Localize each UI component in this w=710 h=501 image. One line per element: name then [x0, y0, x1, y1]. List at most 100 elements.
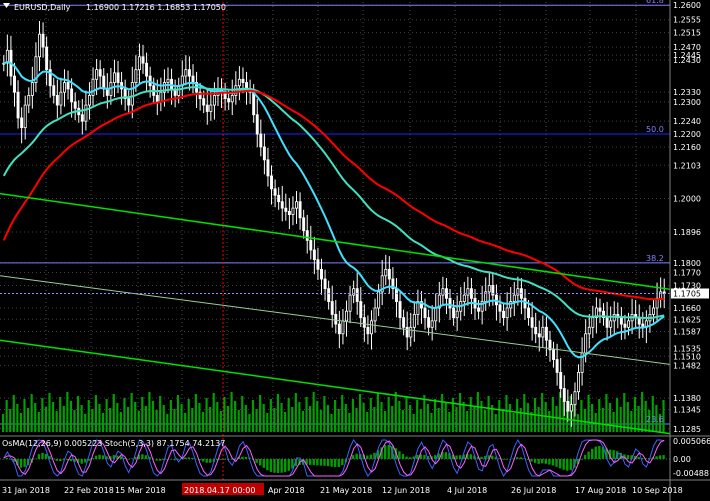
volume-bar [312, 392, 315, 432]
volume-bar [251, 400, 255, 432]
volume-bar [655, 405, 658, 432]
candle-body [20, 117, 24, 129]
price-tick-label: 1.1285 [673, 425, 701, 434]
osma-bar [198, 459, 201, 461]
volume-bar [12, 395, 15, 432]
candle-body [362, 317, 366, 328]
volume-bar [483, 410, 487, 432]
volume-bar [98, 404, 101, 432]
chart-menu-icon[interactable] [3, 3, 10, 8]
osma-bar [126, 459, 130, 460]
osma-bar [480, 456, 483, 459]
candle-body [155, 95, 159, 103]
volume-bar [658, 414, 662, 432]
price-tick-label: 1.2200 [673, 130, 701, 139]
price-tick-label: 1.1625 [673, 315, 701, 324]
osma-bar [587, 451, 590, 459]
osma-bar [548, 459, 551, 465]
candle-body [505, 307, 509, 319]
volume-bar [259, 395, 262, 432]
osma-bar [626, 455, 630, 459]
volume-bar [619, 407, 622, 432]
candle-body [270, 175, 273, 190]
price-tick-label: 1.2445 [673, 51, 701, 60]
candle-body [559, 372, 563, 389]
candle-body [5, 49, 9, 64]
volume-bar [330, 414, 333, 432]
price-tick-label: 1.2160 [673, 143, 701, 152]
volume-bar [423, 395, 426, 432]
osma-bar [633, 455, 637, 459]
osma-bar [84, 459, 87, 463]
volume-bar [262, 404, 265, 432]
candle-body [295, 201, 298, 209]
osma-bar [159, 459, 162, 461]
osma-bar [483, 456, 487, 459]
volume-bar [176, 395, 180, 432]
fibonacci-labels: 61.8 50.0 38.2 23.6 [646, 0, 664, 424]
osma-bar [387, 445, 390, 459]
candle-body [84, 104, 88, 122]
volume-bar [501, 409, 504, 432]
volume-bar [373, 407, 376, 432]
osma-bar [148, 456, 151, 459]
price-tick-label: 1.1535 [673, 344, 701, 353]
price-tick-label: 1.1770 [673, 269, 701, 278]
volume-bar [94, 395, 97, 432]
candle-body [13, 75, 16, 93]
price-tick-label: 1.1380 [673, 394, 701, 403]
osma-bar [309, 459, 312, 465]
volume-bar [376, 393, 380, 432]
volume-bar [562, 401, 565, 432]
candle-body [34, 56, 38, 83]
volume-bar [76, 396, 80, 432]
osma-bar [573, 459, 576, 468]
price-tick-label: 1.2555 [673, 16, 701, 25]
volume-bar [412, 414, 415, 432]
time-tick-label: 4 Jul 2018 [447, 486, 487, 495]
osma-bar [605, 448, 608, 459]
time-tick-label: 15 Mar 2018 [115, 486, 166, 495]
fib-label: 61.8 [646, 0, 664, 5]
osma-bar [412, 456, 415, 459]
time-axis: 31 Jan 2018 22 Feb 2018 15 Mar 2018 2018.04… [2, 483, 683, 495]
osma-bar [137, 454, 141, 459]
candle-body [337, 323, 341, 335]
volume-bar [84, 414, 87, 432]
candle-body [209, 104, 213, 112]
candle-body [102, 75, 106, 90]
volume-bar [616, 398, 619, 432]
osma-bar [176, 459, 180, 460]
volume-bar [537, 407, 540, 432]
volume-histogram [2, 392, 665, 432]
volume-bar [326, 405, 330, 432]
osma-bar [280, 459, 283, 473]
osma-bar [191, 457, 194, 459]
volume-bar [462, 402, 465, 432]
osma-bar [566, 459, 569, 471]
volume-bar [651, 396, 654, 432]
osma-bar [519, 457, 523, 459]
volume-bar [662, 400, 665, 432]
candle-body [430, 320, 434, 328]
candle-body [462, 294, 466, 302]
indicator-tick-label: 0.00 [673, 455, 691, 464]
volume-bar [505, 395, 508, 432]
osma-bar [34, 458, 37, 460]
osma-bar [487, 455, 490, 459]
price-tick-label: 1.1510 [673, 352, 701, 361]
volume-bar [441, 394, 444, 432]
volume-bar [266, 413, 269, 432]
volume-bar [480, 401, 483, 432]
osma-bar [423, 454, 426, 459]
volume-bar [519, 408, 522, 432]
candle-body [341, 320, 345, 335]
osma-bar [469, 454, 473, 459]
osma-bar [419, 454, 423, 459]
candle-body [237, 78, 241, 87]
volume-bar [284, 412, 287, 432]
candle-body [309, 239, 313, 251]
candle-body [259, 133, 263, 148]
candle-body [552, 349, 556, 360]
